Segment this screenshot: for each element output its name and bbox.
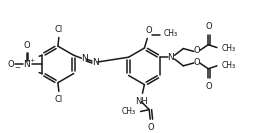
Text: N: N (167, 53, 174, 62)
Text: NH: NH (135, 97, 148, 106)
Text: −: − (14, 65, 20, 71)
Text: N: N (92, 57, 99, 66)
Text: O: O (148, 123, 154, 132)
Text: O: O (8, 60, 15, 69)
Text: O: O (193, 59, 200, 67)
Text: N: N (23, 60, 30, 69)
Text: O: O (206, 22, 213, 31)
Text: N: N (81, 54, 88, 63)
Text: Cl: Cl (55, 25, 63, 34)
Text: O: O (146, 26, 153, 35)
Text: CH₃: CH₃ (164, 29, 178, 38)
Text: CH₃: CH₃ (122, 107, 136, 116)
Text: O: O (23, 41, 30, 50)
Text: CH₃: CH₃ (222, 44, 236, 53)
Text: O: O (206, 82, 213, 91)
Text: O: O (193, 46, 200, 55)
Text: CH₃: CH₃ (222, 61, 236, 70)
Text: +: + (30, 58, 35, 63)
Text: Cl: Cl (55, 95, 63, 104)
